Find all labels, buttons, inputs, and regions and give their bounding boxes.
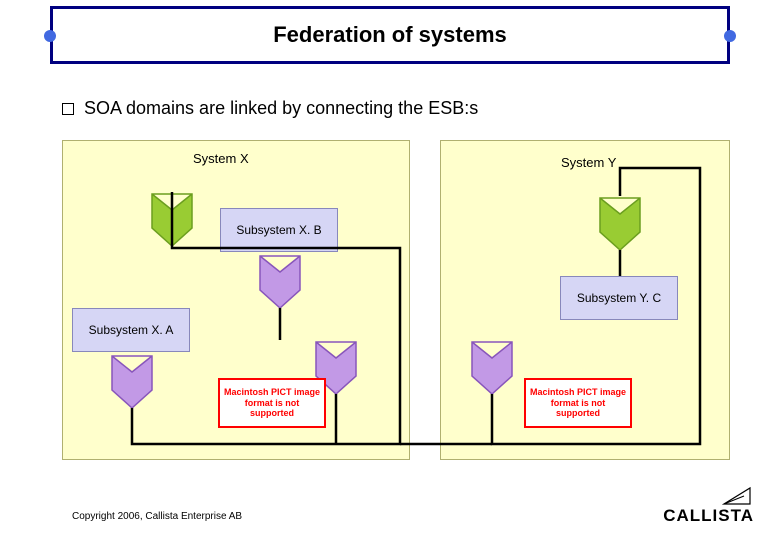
chevron-purple-icon-2 (110, 354, 154, 410)
chevron-green-icon (150, 192, 194, 248)
pict-error-box-2: Macintosh PICT image format is not suppo… (524, 378, 632, 428)
chevron-purple-icon-4 (470, 340, 514, 396)
chevron-purple-icon (258, 254, 302, 310)
pict-error-box-1: Macintosh PICT image format is not suppo… (218, 378, 326, 428)
brand-triangle-icon (722, 486, 752, 506)
bullet-text: SOA domains are linked by connecting the… (84, 98, 478, 119)
system-x-label: System X (193, 151, 249, 166)
title-dot-left (44, 30, 56, 42)
chevron-green-icon-2 (598, 196, 642, 252)
brand-text: CALLISTA (663, 506, 754, 526)
subsystem-x-b: Subsystem X. B (220, 208, 338, 252)
subsystem-x-a: Subsystem X. A (72, 308, 190, 352)
bullet-row: SOA domains are linked by connecting the… (62, 98, 478, 119)
system-y-label: System Y (561, 155, 616, 170)
title-box: Federation of systems (50, 6, 730, 64)
title-text: Federation of systems (273, 22, 507, 48)
copyright-text: Copyright 2006, Callista Enterprise AB (72, 511, 242, 522)
title-dot-right (724, 30, 736, 42)
bullet-square-icon (62, 103, 74, 115)
subsystem-y-c: Subsystem Y. C (560, 276, 678, 320)
